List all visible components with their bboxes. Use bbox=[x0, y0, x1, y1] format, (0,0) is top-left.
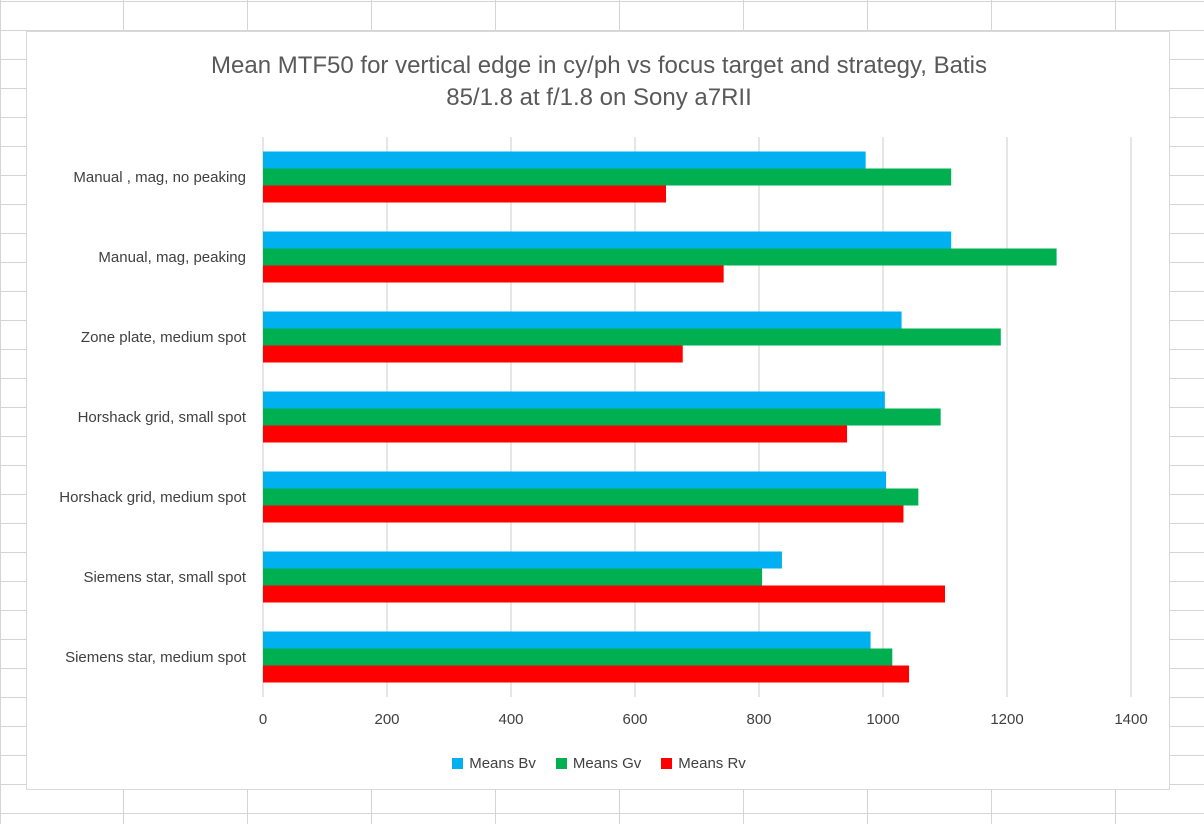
bar-means-gv[interactable] bbox=[263, 248, 1057, 266]
x-tick-label: 200 bbox=[374, 711, 399, 728]
bar-means-gv[interactable] bbox=[263, 568, 763, 586]
category-label: Horshack grid, medium spot bbox=[59, 489, 247, 506]
legend-item-gv: Means Gv bbox=[555, 755, 642, 772]
bar-means-bv[interactable] bbox=[263, 551, 782, 569]
bar-means-bv[interactable] bbox=[263, 471, 887, 489]
legend: Means Bv Means Gv Means Rv bbox=[27, 755, 1171, 772]
legend-swatch-rv bbox=[661, 758, 673, 769]
bar-means-rv[interactable] bbox=[263, 425, 848, 443]
bar-means-rv[interactable] bbox=[263, 585, 945, 603]
category-label: Horshack grid, small spot bbox=[78, 409, 247, 426]
bar-means-gv[interactable] bbox=[263, 648, 893, 666]
bar-means-bv[interactable] bbox=[263, 391, 885, 409]
bar-means-rv[interactable] bbox=[263, 345, 683, 363]
legend-label-rv: Means Rv bbox=[678, 755, 746, 772]
legend-label-gv: Means Gv bbox=[572, 755, 642, 772]
x-tick-label: 1400 bbox=[1114, 711, 1147, 728]
x-tick-label: 600 bbox=[622, 711, 647, 728]
bar-means-gv[interactable] bbox=[263, 328, 1001, 346]
x-tick-label: 0 bbox=[259, 711, 267, 728]
legend-swatch-bv bbox=[452, 758, 464, 769]
category-label: Siemens star, medium spot bbox=[65, 649, 247, 666]
plot-area: 0 200 400 600 800 1000 1200 1400 Manual , mag, n… bbox=[59, 137, 1148, 728]
x-tick-label: 800 bbox=[746, 711, 771, 728]
bar-means-gv[interactable] bbox=[263, 408, 941, 426]
x-tick-label: 400 bbox=[498, 711, 523, 728]
category-label: Manual , mag, no peaking bbox=[73, 169, 246, 186]
bar-means-rv[interactable] bbox=[263, 185, 666, 203]
legend-item-bv: Means Bv bbox=[452, 755, 536, 772]
bar-means-rv[interactable] bbox=[263, 505, 904, 523]
legend-item-rv: Means Rv bbox=[661, 755, 746, 772]
bar-means-rv[interactable] bbox=[263, 665, 910, 683]
category-label: Manual, mag, peaking bbox=[98, 249, 246, 266]
bar-means-bv[interactable] bbox=[263, 311, 902, 329]
bar-means-rv[interactable] bbox=[263, 265, 724, 283]
bar-means-bv[interactable] bbox=[263, 231, 952, 249]
chart-title-line1: Mean MTF50 for vertical edge in cy/ph vs… bbox=[211, 52, 987, 79]
legend-label-bv: Means Bv bbox=[469, 755, 536, 772]
chart-area[interactable]: 0 200 400 600 800 1000 1200 1400 Manual , mag, n… bbox=[26, 31, 1170, 790]
bar-means-bv[interactable] bbox=[263, 631, 871, 649]
bar-means-gv[interactable] bbox=[263, 168, 952, 186]
chart-title-line2: 85/1.8 at f/1.8 on Sony a7RII bbox=[446, 84, 752, 111]
category-label: Zone plate, medium spot bbox=[81, 329, 247, 346]
legend-swatch-gv bbox=[555, 758, 567, 769]
category-label: Siemens star, small spot bbox=[83, 569, 246, 586]
x-tick-label: 1200 bbox=[990, 711, 1023, 728]
x-tick-label: 1000 bbox=[866, 711, 899, 728]
bar-means-gv[interactable] bbox=[263, 488, 919, 506]
bar-means-bv[interactable] bbox=[263, 151, 866, 169]
